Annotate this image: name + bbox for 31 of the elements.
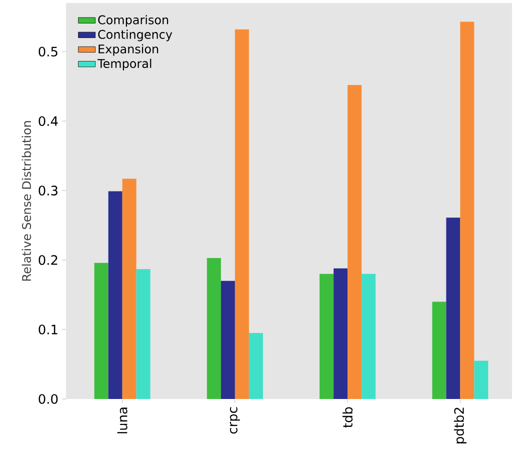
bar xyxy=(446,218,460,399)
bar xyxy=(220,280,235,399)
x-tick-label: tdb xyxy=(342,407,353,428)
legend-label: Temporal xyxy=(97,58,152,70)
y-tick-label: 0.1 xyxy=(38,324,58,334)
y-tick-label: 0.4 xyxy=(38,116,58,126)
x-tick-label: luna xyxy=(117,408,128,434)
y-tick-label: 0.2 xyxy=(38,255,58,265)
legend-label: Contingency xyxy=(98,30,172,42)
bar xyxy=(334,268,348,399)
bar xyxy=(122,178,136,399)
bar xyxy=(432,302,446,399)
bar xyxy=(248,332,263,399)
bar xyxy=(108,191,122,399)
y-axis-title: Relative Sense Distribution xyxy=(22,121,32,281)
y-tick-label: 0.3 xyxy=(38,186,58,196)
bar xyxy=(94,262,108,399)
x-tick-label: crpc xyxy=(230,407,240,434)
y-tick-label: 0.0 xyxy=(38,394,58,404)
bar xyxy=(234,29,249,399)
bar xyxy=(460,22,474,399)
legend-label: Expansion xyxy=(98,44,158,56)
bar xyxy=(348,84,362,399)
y-tick-label: 0.5 xyxy=(38,46,58,57)
bar xyxy=(362,274,376,399)
bar xyxy=(206,258,221,399)
bar xyxy=(320,274,334,399)
x-tick-label: pdtb2 xyxy=(454,408,466,444)
bar xyxy=(474,360,488,399)
bar xyxy=(136,269,150,399)
legend-label: Comparison xyxy=(98,15,168,27)
